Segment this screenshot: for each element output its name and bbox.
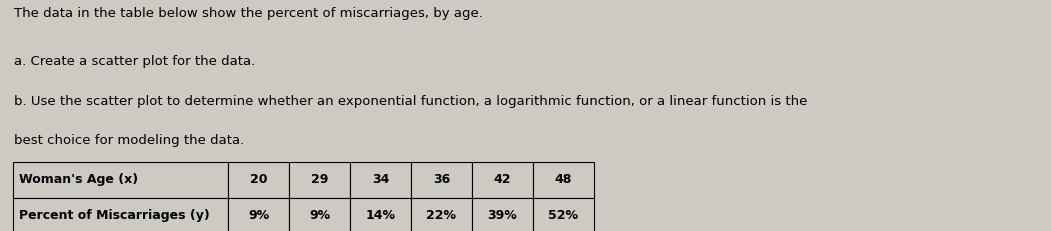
Text: Woman's Age (x): Woman's Age (x) bbox=[19, 173, 138, 186]
Text: 20: 20 bbox=[250, 173, 267, 186]
Text: b. Use the scatter plot to determine whether an exponential function, a logarith: b. Use the scatter plot to determine whe… bbox=[14, 95, 807, 108]
Bar bbox=[350, 162, 411, 198]
Bar bbox=[472, 198, 533, 231]
Bar bbox=[13, 198, 228, 231]
Bar bbox=[228, 198, 289, 231]
Bar bbox=[411, 162, 472, 198]
Text: 36: 36 bbox=[433, 173, 450, 186]
Text: 14%: 14% bbox=[366, 209, 395, 222]
Bar bbox=[289, 162, 350, 198]
Bar bbox=[533, 162, 594, 198]
Text: 48: 48 bbox=[555, 173, 572, 186]
Text: 22%: 22% bbox=[427, 209, 456, 222]
Bar bbox=[13, 162, 228, 198]
Bar bbox=[533, 198, 594, 231]
Bar bbox=[350, 198, 411, 231]
Text: a. Create a scatter plot for the data.: a. Create a scatter plot for the data. bbox=[14, 55, 255, 68]
Text: 9%: 9% bbox=[248, 209, 269, 222]
Text: Percent of Miscarriages (y): Percent of Miscarriages (y) bbox=[19, 209, 209, 222]
Text: 52%: 52% bbox=[549, 209, 578, 222]
Text: 9%: 9% bbox=[309, 209, 330, 222]
Text: best choice for modeling the data.: best choice for modeling the data. bbox=[14, 134, 244, 147]
Text: 42: 42 bbox=[494, 173, 511, 186]
Bar bbox=[289, 198, 350, 231]
Text: The data in the table below show the percent of miscarriages, by age.: The data in the table below show the per… bbox=[14, 7, 482, 20]
Bar bbox=[228, 162, 289, 198]
Bar bbox=[411, 198, 472, 231]
Text: 34: 34 bbox=[372, 173, 389, 186]
Text: 29: 29 bbox=[311, 173, 328, 186]
Text: 39%: 39% bbox=[488, 209, 517, 222]
Bar bbox=[472, 162, 533, 198]
